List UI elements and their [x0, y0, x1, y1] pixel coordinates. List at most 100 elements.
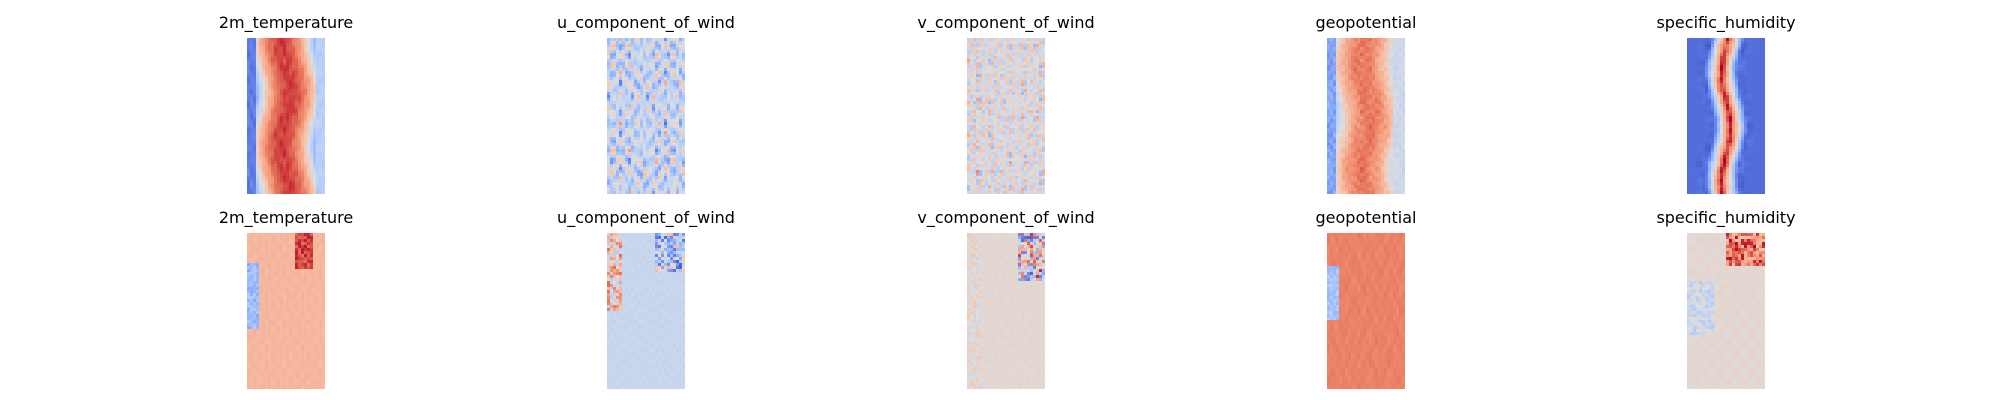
heatmap-cell [1015, 176, 1019, 180]
heatmap-cell [631, 116, 635, 120]
heatmap-cell [607, 80, 611, 84]
heatmap-cell [1000, 146, 1004, 150]
heatmap-cell [979, 140, 983, 144]
heatmap-cell [250, 38, 254, 42]
heatmap-cell [1375, 110, 1379, 114]
heatmap-cell [1372, 98, 1376, 102]
heatmap-cell [1384, 131, 1388, 135]
heatmap-cell [1012, 116, 1016, 120]
heatmap-cell [1366, 74, 1370, 78]
heatmap-cell [616, 188, 620, 192]
heatmap-cell [658, 158, 662, 162]
heatmap-cell [1036, 53, 1040, 57]
heatmap-cell [301, 98, 305, 102]
heatmap-panel: v_component_of_wind [917, 13, 1095, 194]
heatmap-cell [625, 62, 629, 66]
heatmap-cell [640, 191, 644, 194]
heatmap-cell [256, 176, 260, 180]
heatmap-cell [256, 113, 260, 117]
heatmap-cell [652, 116, 656, 120]
heatmap-cell [289, 155, 293, 159]
heatmap-cell [1030, 149, 1034, 153]
heatmap-cell [304, 95, 308, 99]
heatmap-cell [619, 173, 623, 177]
heatmap-cell [613, 143, 617, 147]
heatmap-cell [667, 56, 671, 60]
heatmap-cell [1348, 89, 1352, 93]
heatmap-cell [271, 185, 275, 189]
heatmap-cell [1342, 116, 1346, 120]
heatmap-cell [274, 170, 278, 174]
heatmap-cell [634, 152, 638, 156]
heatmap-cell [250, 41, 254, 45]
heatmap-cell [1012, 188, 1016, 192]
heatmap-cell [628, 161, 632, 165]
heatmap-cell [607, 176, 611, 180]
heatmap-cell [673, 146, 677, 150]
heatmap-cell [616, 65, 620, 69]
heatmap-cell [619, 68, 623, 72]
heatmap-cell [283, 191, 287, 194]
heatmap-cell [1354, 83, 1358, 87]
heatmap-cell [670, 104, 674, 108]
heatmap-cell [1012, 125, 1016, 129]
heatmap-cell [1339, 41, 1343, 45]
heatmap-cell [301, 131, 305, 135]
heatmap-cell [970, 191, 974, 194]
heatmap-cell [967, 176, 971, 180]
heatmap-cell [997, 47, 1001, 51]
heatmap-cell [1003, 179, 1007, 183]
heatmap-cell [991, 77, 995, 81]
heatmap-cell [1393, 62, 1397, 66]
heatmap-cell [253, 86, 257, 90]
heatmap-cell [1375, 44, 1379, 48]
heatmap-cell [622, 167, 626, 171]
heatmap-cell [1351, 65, 1355, 69]
heatmap-cell [1009, 167, 1013, 171]
heatmap-cell [1375, 107, 1379, 111]
heatmap-cell [991, 122, 995, 126]
heatmap-cell [1372, 53, 1376, 57]
heatmap-cell [973, 167, 977, 171]
heatmap-cell [1021, 110, 1025, 114]
heatmap-cell [316, 74, 320, 78]
heatmap-cell [280, 125, 284, 129]
heatmap-cell [322, 86, 325, 90]
heatmap-cell [1402, 125, 1405, 129]
heatmap-cell [664, 41, 668, 45]
heatmap-cell [259, 185, 263, 189]
heatmap-cell [658, 98, 662, 102]
heatmap-cell [253, 191, 257, 194]
heatmap-cell [304, 188, 308, 192]
heatmap-cell [247, 62, 251, 66]
heatmap-cell [643, 113, 647, 117]
heatmap-cell [1351, 80, 1355, 84]
heatmap-cell [259, 173, 263, 177]
heatmap-cell [970, 164, 974, 168]
heatmap-cell [1342, 92, 1346, 96]
heatmap-cell [649, 80, 653, 84]
heatmap-cell [1396, 116, 1400, 120]
heatmap-cell [301, 113, 305, 117]
heatmap-cell [253, 176, 257, 180]
heatmap-cell [1360, 83, 1364, 87]
heatmap-cell [676, 59, 680, 63]
heatmap-cell [310, 77, 314, 81]
heatmap-cell [970, 50, 974, 54]
heatmap-cell [1402, 83, 1405, 87]
heatmap-cell [1384, 59, 1388, 63]
heatmap-cell [271, 44, 275, 48]
heatmap-cell [1000, 83, 1004, 87]
heatmap-cell [676, 155, 680, 159]
heatmap-cell [313, 41, 317, 45]
heatmap-cell [301, 56, 305, 60]
heatmap-cell [259, 146, 263, 150]
heatmap-cell [631, 98, 635, 102]
heatmap-cell [1366, 83, 1370, 87]
heatmap-cell [292, 167, 296, 171]
heatmap-cell [619, 113, 623, 117]
heatmap-cell [1000, 143, 1004, 147]
heatmap-cell [994, 56, 998, 60]
heatmap-cell [1042, 116, 1045, 120]
heatmap-cell [1375, 134, 1379, 138]
